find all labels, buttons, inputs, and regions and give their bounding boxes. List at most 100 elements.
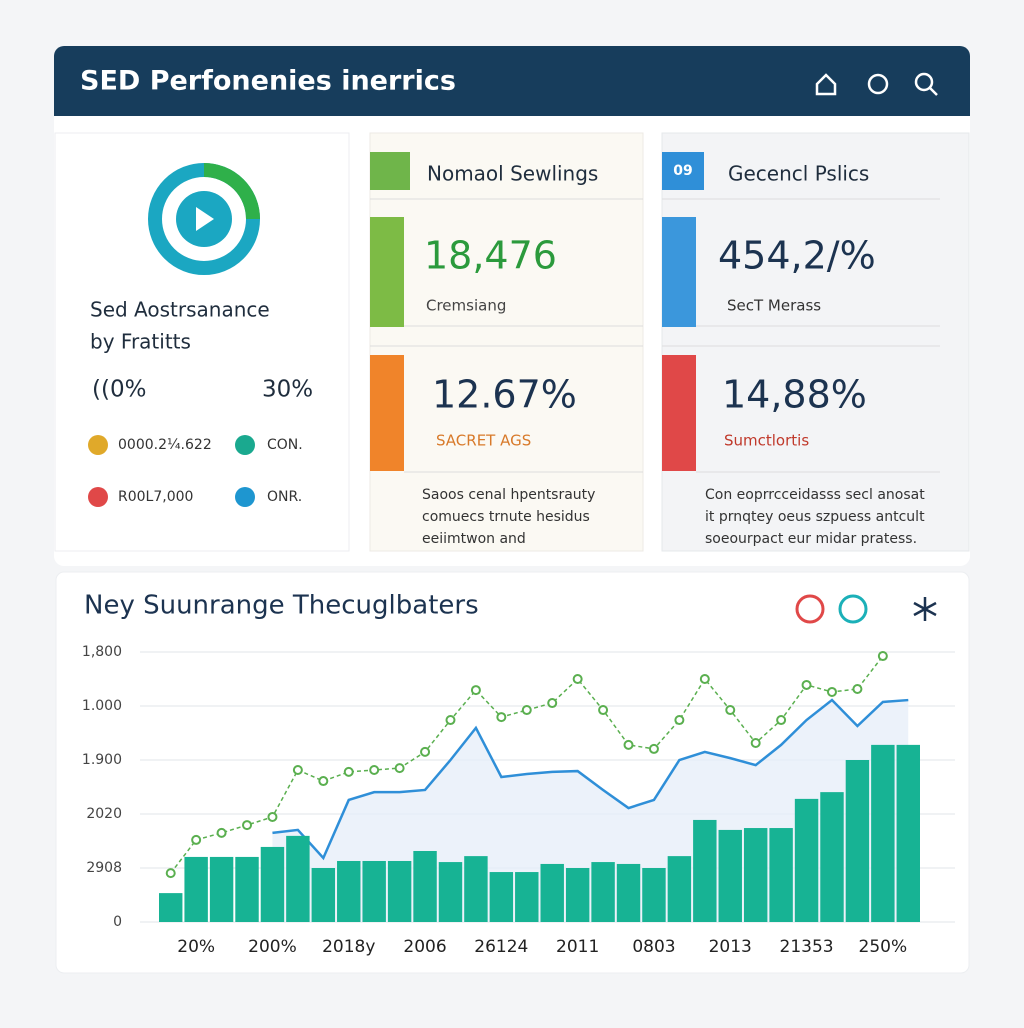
bar [515, 872, 539, 922]
card-title: by Fratitts [90, 330, 191, 354]
metric-value: 18,476 [424, 234, 557, 278]
card-title: Gecencl Pslics [728, 162, 869, 186]
bar [413, 850, 437, 922]
accent-bar [370, 355, 404, 471]
point [242, 820, 253, 831]
chart-icon[interactable] [795, 594, 825, 624]
metric-value: 14,88% [722, 373, 867, 417]
card-icon [370, 152, 410, 190]
bar [820, 792, 844, 922]
chart-icon[interactable] [838, 594, 868, 624]
point [445, 715, 456, 726]
x-tick-label: 2013 [709, 937, 752, 957]
x-tick-label: 250% [859, 937, 908, 957]
plot: 0 2908 2020 1.900 1.000 1,800 20% 200% 2018y 2006… [82, 644, 955, 957]
legend-dot [235, 435, 255, 455]
point [826, 686, 837, 697]
bar [362, 860, 386, 922]
line [170, 655, 884, 874]
header-icons [815, 72, 938, 96]
point [394, 763, 405, 774]
legend-dot [88, 487, 108, 507]
chart-title: Ney Suunrange Thecuglbaters [84, 591, 479, 621]
bar [769, 828, 793, 922]
point [292, 764, 303, 775]
legend-dot [88, 435, 108, 455]
x-tick-label: 200% [248, 937, 297, 957]
x-tick-label: 26124 [474, 937, 528, 957]
middle-card [369, 132, 644, 552]
bar [871, 744, 895, 922]
search-icon[interactable] [914, 72, 934, 92]
point [191, 834, 202, 845]
point [470, 685, 481, 696]
legend-text: CON. [267, 437, 303, 453]
accent-bar [370, 217, 404, 327]
right-card [661, 132, 970, 552]
legend-text: 0000.2¼.622 [118, 437, 212, 453]
card-text: it prnqtey oeus szpuess antcult [705, 509, 925, 525]
y-tick-label: 1.900 [82, 752, 122, 768]
y-tick-label: 2020 [86, 806, 122, 822]
point [699, 674, 710, 684]
stat: 30% [262, 377, 313, 403]
point [801, 679, 812, 690]
bar [540, 863, 564, 922]
point [852, 683, 863, 694]
point [547, 698, 558, 709]
point [369, 764, 380, 775]
card-title: Nomaol Sewlings [427, 162, 598, 186]
point [165, 868, 176, 879]
point [318, 776, 329, 787]
point [877, 651, 888, 662]
y-tick-label: 2908 [86, 860, 122, 876]
bar [693, 819, 717, 922]
point [725, 705, 736, 716]
metric-label: SecT Merass [727, 297, 821, 315]
metric-label: Cremsiang [426, 297, 506, 315]
bar [743, 828, 768, 922]
chart-icon[interactable] [913, 597, 937, 621]
bar [489, 872, 514, 922]
x-tick-label: 20% [177, 937, 215, 957]
metric-value: 454,2/% [718, 234, 876, 278]
home-icon[interactable] [815, 73, 837, 96]
bar [311, 868, 336, 922]
bar [464, 856, 488, 922]
point [496, 712, 507, 723]
legend-text: ONR. [267, 489, 302, 505]
point [572, 674, 583, 684]
card-badge [662, 152, 704, 190]
accent-bar [662, 217, 696, 327]
point [648, 743, 659, 754]
bar [591, 862, 615, 922]
accent-bar [662, 355, 696, 471]
settings-icon[interactable] [867, 73, 889, 95]
line [272, 698, 909, 861]
bar [896, 744, 920, 922]
point [598, 705, 609, 716]
point [674, 715, 685, 726]
bar [718, 829, 742, 922]
bar [337, 860, 361, 922]
point [776, 715, 787, 726]
bar [565, 868, 590, 922]
bar [159, 893, 183, 922]
card-text: Saoos cenal hpentsrauty [422, 487, 595, 503]
y-tick-label: 1,800 [82, 644, 122, 660]
point [750, 737, 761, 748]
bar [184, 856, 208, 922]
bar [438, 862, 463, 922]
card-title: Sed Aostrsanance [90, 298, 270, 322]
bar [642, 868, 666, 922]
point [216, 827, 227, 838]
bar [235, 856, 259, 922]
point [521, 705, 532, 716]
x-tick-label: 2011 [556, 937, 599, 957]
bar [845, 760, 870, 922]
metric-label: SACRET AGS [436, 432, 531, 450]
header-bar [54, 46, 970, 116]
header-title: SED Perfonenies inerrics [80, 66, 456, 97]
